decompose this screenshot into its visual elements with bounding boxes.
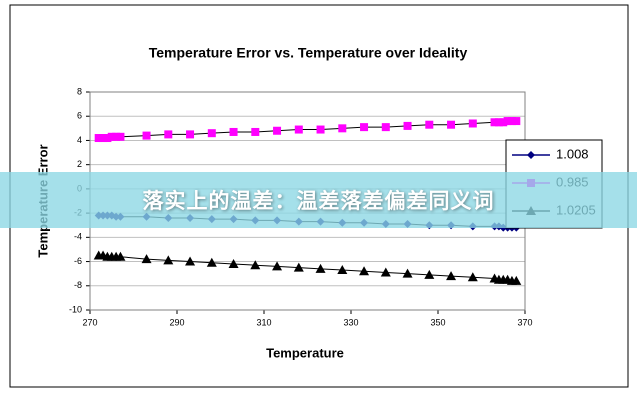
marker [294,125,303,134]
marker [115,251,126,261]
marker [360,123,369,132]
x-tick-label: 330 [343,317,358,327]
marker [315,263,326,273]
y-tick-label: 4 [77,135,82,145]
marker [251,127,260,136]
x-axis-title: Temperature [266,345,344,360]
marker [507,117,516,126]
marker [425,120,434,129]
marker [446,271,457,281]
marker [512,117,521,126]
y-tick-label: 8 [77,86,82,96]
marker [272,261,283,271]
y-tick-label: -10 [69,304,82,314]
marker [273,126,282,135]
marker [490,118,499,127]
marker [293,262,304,272]
marker [112,132,121,141]
marker [337,265,348,275]
marker [103,134,112,143]
marker [164,130,173,139]
marker [447,120,456,129]
marker [206,257,217,267]
marker [163,255,174,265]
marker [380,267,391,277]
x-tick-label: 270 [82,317,97,327]
x-tick-label: 290 [169,317,184,327]
marker [494,118,503,127]
marker [207,129,216,138]
marker [142,131,151,140]
marker [403,121,412,130]
x-tick-label: 310 [256,317,271,327]
legend-label: 1.008 [556,146,589,161]
y-tick-label: -4 [74,232,82,242]
marker [228,258,239,268]
marker [316,125,325,134]
marker [229,127,238,136]
marker [338,124,347,133]
marker [527,151,535,159]
marker [99,134,108,143]
banner: 落实上的温差：温差落差偏差同义词 [0,172,637,228]
marker [116,132,125,141]
marker [402,268,413,278]
x-tick-label: 370 [517,317,532,327]
marker [424,269,435,279]
marker [511,275,522,285]
x-tick-label: 350 [430,317,445,327]
y-tick-label: 2 [77,159,82,169]
marker [185,256,196,266]
banner-text: 落实上的温差：温差落差偏差同义词 [142,189,495,213]
marker [381,123,390,132]
marker [499,118,508,127]
marker [141,254,152,264]
y-tick-label: 6 [77,111,82,121]
y-tick-label: -8 [74,280,82,290]
y-tick-label: -6 [74,256,82,266]
chart-title: Temperature Error vs. Temperature over I… [149,45,468,61]
marker [250,260,261,270]
marker [186,130,195,139]
marker [359,266,370,276]
marker [468,119,477,128]
marker [467,272,478,282]
marker [94,134,103,143]
marker [107,132,116,141]
marker [503,117,512,126]
